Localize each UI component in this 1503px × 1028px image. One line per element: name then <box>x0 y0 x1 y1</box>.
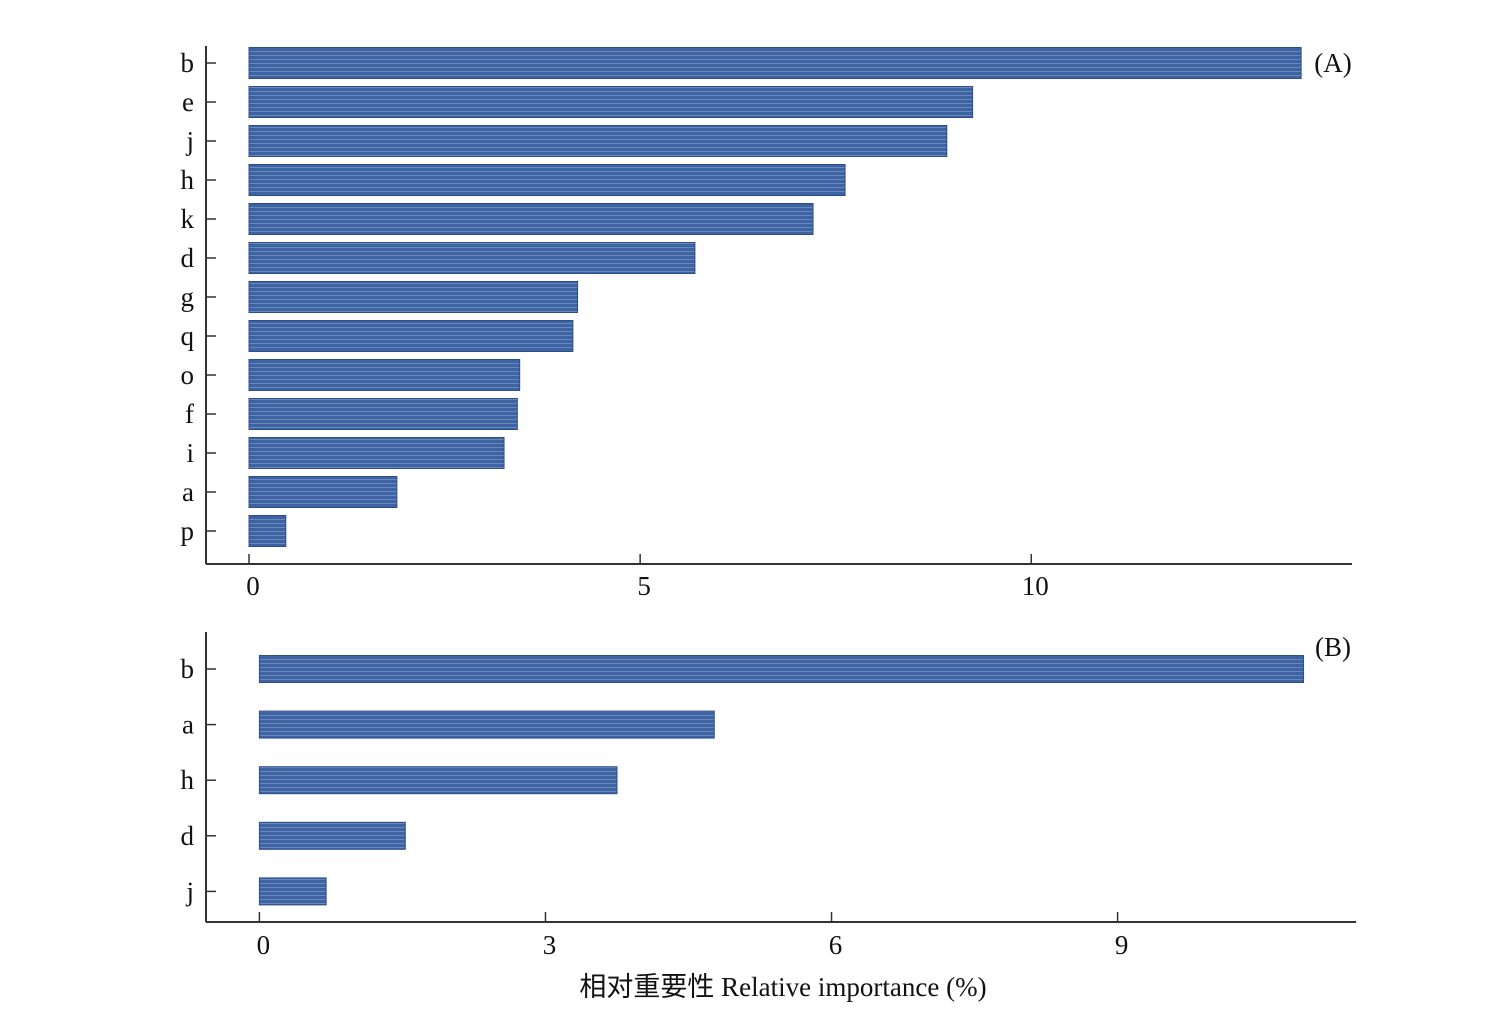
panel-a-category-label-f: f <box>185 399 194 429</box>
panel-a-category-label-k: k <box>181 204 195 234</box>
panel-a-bar-i <box>248 437 505 469</box>
panel-b-bar-j <box>258 877 327 906</box>
panel-a-category-label-p: p <box>181 516 195 546</box>
panel-a-category-label-a: a <box>182 477 194 507</box>
panel-a-bar-e <box>248 86 974 118</box>
panel-b-category-label-j: j <box>185 876 194 906</box>
panel-b-x-tick-label: 0 <box>257 930 271 960</box>
panel-b-category-label-a: a <box>182 710 194 740</box>
panel-a-x-tick-label: 10 <box>1022 571 1049 601</box>
panel-b-bar-d <box>258 821 406 850</box>
panel-a-bar-f <box>248 398 518 430</box>
panel-a-category-label-j: j <box>185 126 194 156</box>
panel-a-category-label-e: e <box>182 87 194 117</box>
panel-a-bar-b <box>248 47 1302 79</box>
panel-a-category-label-q: q <box>181 321 195 351</box>
x-axis-label: 相对重要性 Relative importance (%) <box>579 972 986 1002</box>
panel-a-category-label-o: o <box>181 360 195 390</box>
panel-b-category-label-b: b <box>181 654 195 684</box>
panel-a-bar-k <box>248 203 814 235</box>
panel-a-bar-j <box>248 125 948 157</box>
panel-b-bar-b <box>258 655 1305 683</box>
panel-b-x-tick-label: 3 <box>543 930 557 960</box>
panel-a-x-tick-label: 0 <box>246 571 260 601</box>
panel-a-bar-o <box>248 359 521 391</box>
panel-b-category-label-h: h <box>181 765 195 795</box>
panel-b-bar-h <box>258 766 618 795</box>
panel-a-category-label-i: i <box>186 438 194 468</box>
panel-b-x-tick-label: 6 <box>829 930 843 960</box>
panel-a-bar-g <box>248 281 579 313</box>
panel-a-category-label-h: h <box>181 165 195 195</box>
panel-b-bar-a <box>258 710 715 739</box>
panel-b-category-label-d: d <box>181 821 195 851</box>
panel-a-label: (A) <box>1314 48 1351 78</box>
panel-a-category-label-d: d <box>181 243 195 273</box>
panel-a-bar-h <box>248 164 846 196</box>
panel-b-label: (B) <box>1315 632 1351 662</box>
panel-a-bar-d <box>248 242 696 274</box>
panel-a-bar-q <box>248 320 574 352</box>
panel-a-bar-a <box>248 476 398 508</box>
panel-a-bar-p <box>248 515 287 547</box>
panel-a-x-tick-label: 5 <box>637 571 651 601</box>
panel-a-category-label-g: g <box>181 282 195 312</box>
panel-b-x-tick-label: 9 <box>1115 930 1129 960</box>
panel-a-category-label-b: b <box>181 48 195 78</box>
